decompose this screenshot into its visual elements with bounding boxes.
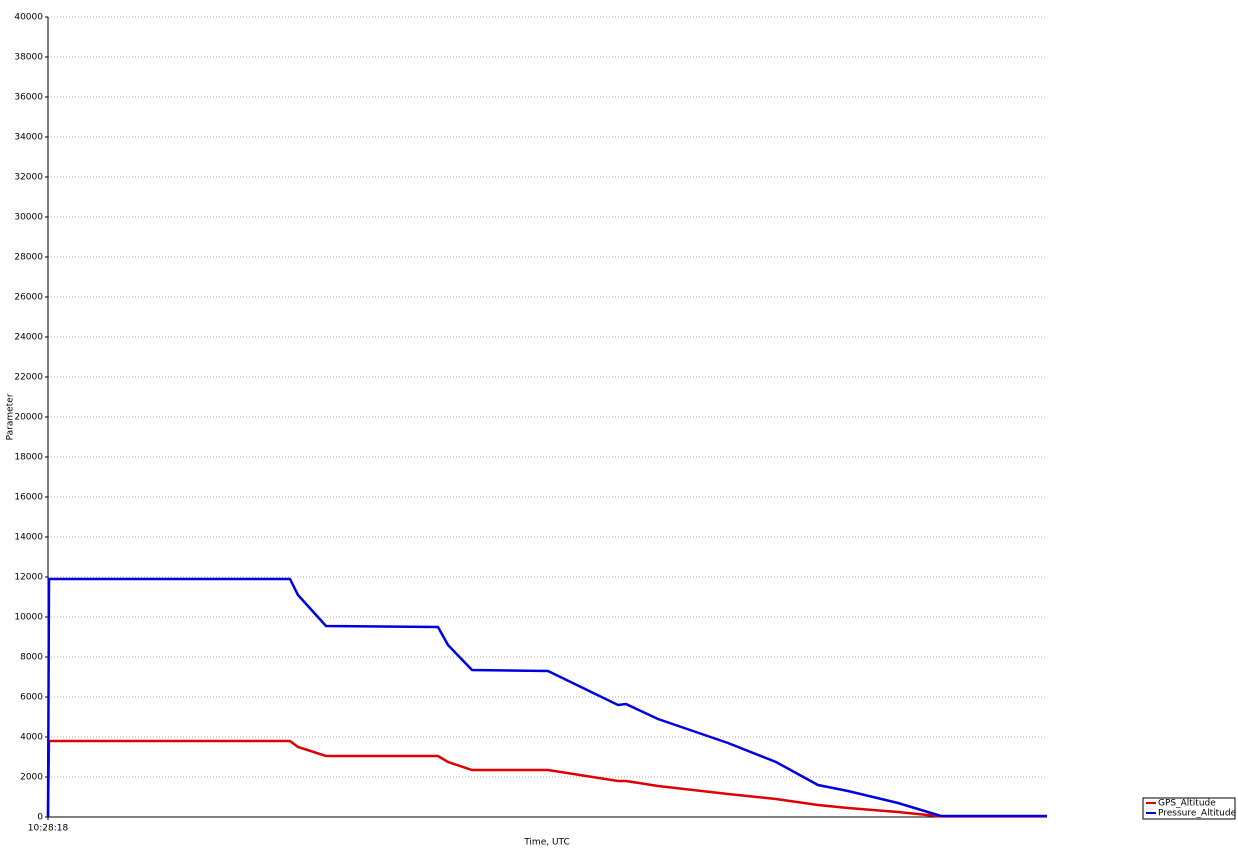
y-tick-label: 32000 (14, 173, 43, 183)
y-tick-label: 24000 (14, 333, 43, 343)
y-tick-label: 28000 (14, 253, 43, 263)
x-tick-label: 10:28:18 (28, 824, 69, 834)
y-tick-label: 6000 (20, 693, 43, 703)
y-tick-label: 4000 (20, 733, 43, 743)
y-tick-label: 26000 (14, 293, 43, 303)
y-tick-label: 40000 (14, 13, 43, 23)
y-tick-label: 14000 (14, 533, 43, 543)
y-tick-label: 2000 (20, 773, 43, 783)
y-axis-label: Parameter (6, 393, 16, 440)
y-tick-label: 16000 (14, 493, 43, 503)
y-tick-label: 34000 (14, 133, 43, 143)
y-tick-label: 8000 (20, 653, 43, 663)
y-tick-label: 18000 (14, 453, 43, 463)
y-tick-label: 0 (37, 813, 43, 823)
y-tick-label: 22000 (14, 373, 43, 383)
y-tick-label: 30000 (14, 213, 43, 223)
x-axis-label: Time, UTC (523, 838, 570, 848)
series-line (46, 739, 1047, 818)
y-tick-label: 36000 (14, 93, 43, 103)
series-line (46, 577, 1047, 818)
legend-label: GPS_Altitude (1158, 799, 1216, 809)
legend-label: Pressure_Altitude (1158, 809, 1237, 819)
y-tick-label: 20000 (14, 413, 43, 423)
y-tick-label: 10000 (14, 613, 43, 623)
y-tick-label: 12000 (14, 573, 43, 583)
y-tick-label: 38000 (14, 53, 43, 63)
legend-box (1142, 797, 1236, 820)
